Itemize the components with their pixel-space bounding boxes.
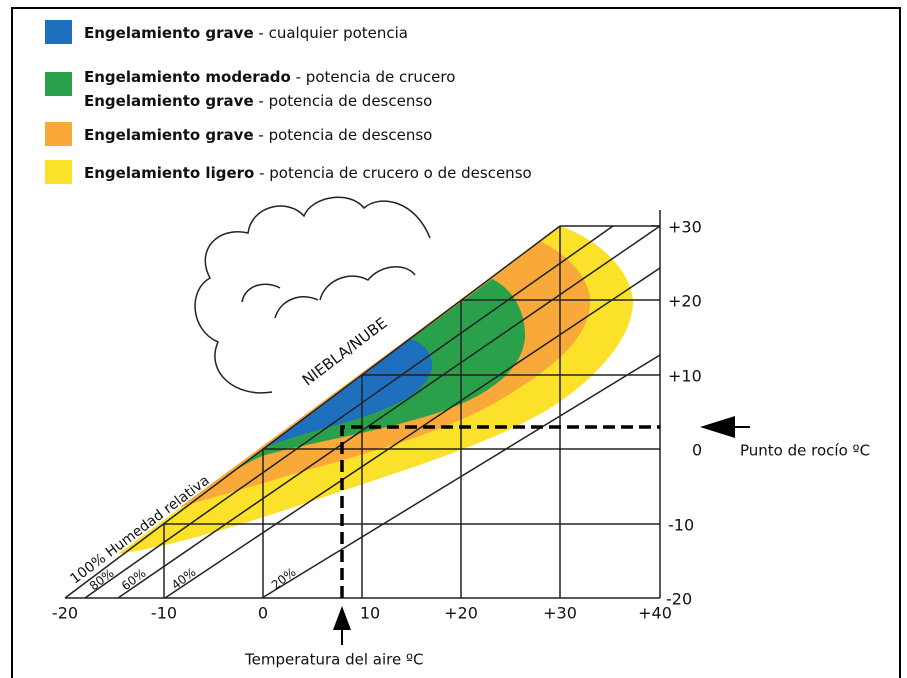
legend-swatch (45, 160, 72, 184)
legend-entry: Engelamiento ligero - potencia de crucer… (84, 164, 532, 182)
legend: Engelamiento grave - cualquier potencia … (45, 20, 532, 184)
temperature-arrow (333, 606, 351, 630)
humidity-line-label: 60% (119, 566, 149, 593)
y-tick-label: -10 (668, 516, 694, 535)
x-tick-label: +20 (444, 604, 478, 623)
y-tick-label: -20 (666, 590, 692, 609)
legend-swatch (45, 20, 72, 44)
dewpoint-arrow (700, 416, 735, 438)
legend-entry: Engelamiento grave - cualquier potencia (84, 24, 408, 42)
y-tick-label: +10 (668, 367, 702, 386)
icing-diagram: Engelamiento grave - cualquier potencia … (0, 0, 907, 678)
humidity-line-label: 40% (169, 565, 199, 592)
y-tick-label: 0 (692, 441, 702, 460)
legend-swatch (45, 72, 72, 96)
x-tick-label: -10 (151, 604, 177, 623)
x-tick-label: +30 (543, 604, 577, 623)
x-axis-title: Temperatura del aire ºC (244, 651, 424, 669)
legend-entry: Engelamiento grave - potencia de descens… (84, 126, 432, 144)
y-tick-label: +30 (668, 218, 702, 237)
legend-entry: Engelamiento grave - potencia de descens… (84, 92, 432, 110)
y-tick-label: +20 (668, 292, 702, 311)
x-tick-label: 0 (258, 604, 268, 623)
x-tick-label: 10 (360, 604, 380, 623)
humidity-line-label: 20% (269, 565, 299, 592)
y-axis-title: Punto de rocío ºC (740, 442, 870, 460)
legend-swatch (45, 122, 72, 146)
legend-entry: Engelamiento moderado - potencia de cruc… (84, 68, 455, 86)
x-tick-label: -20 (52, 604, 78, 623)
